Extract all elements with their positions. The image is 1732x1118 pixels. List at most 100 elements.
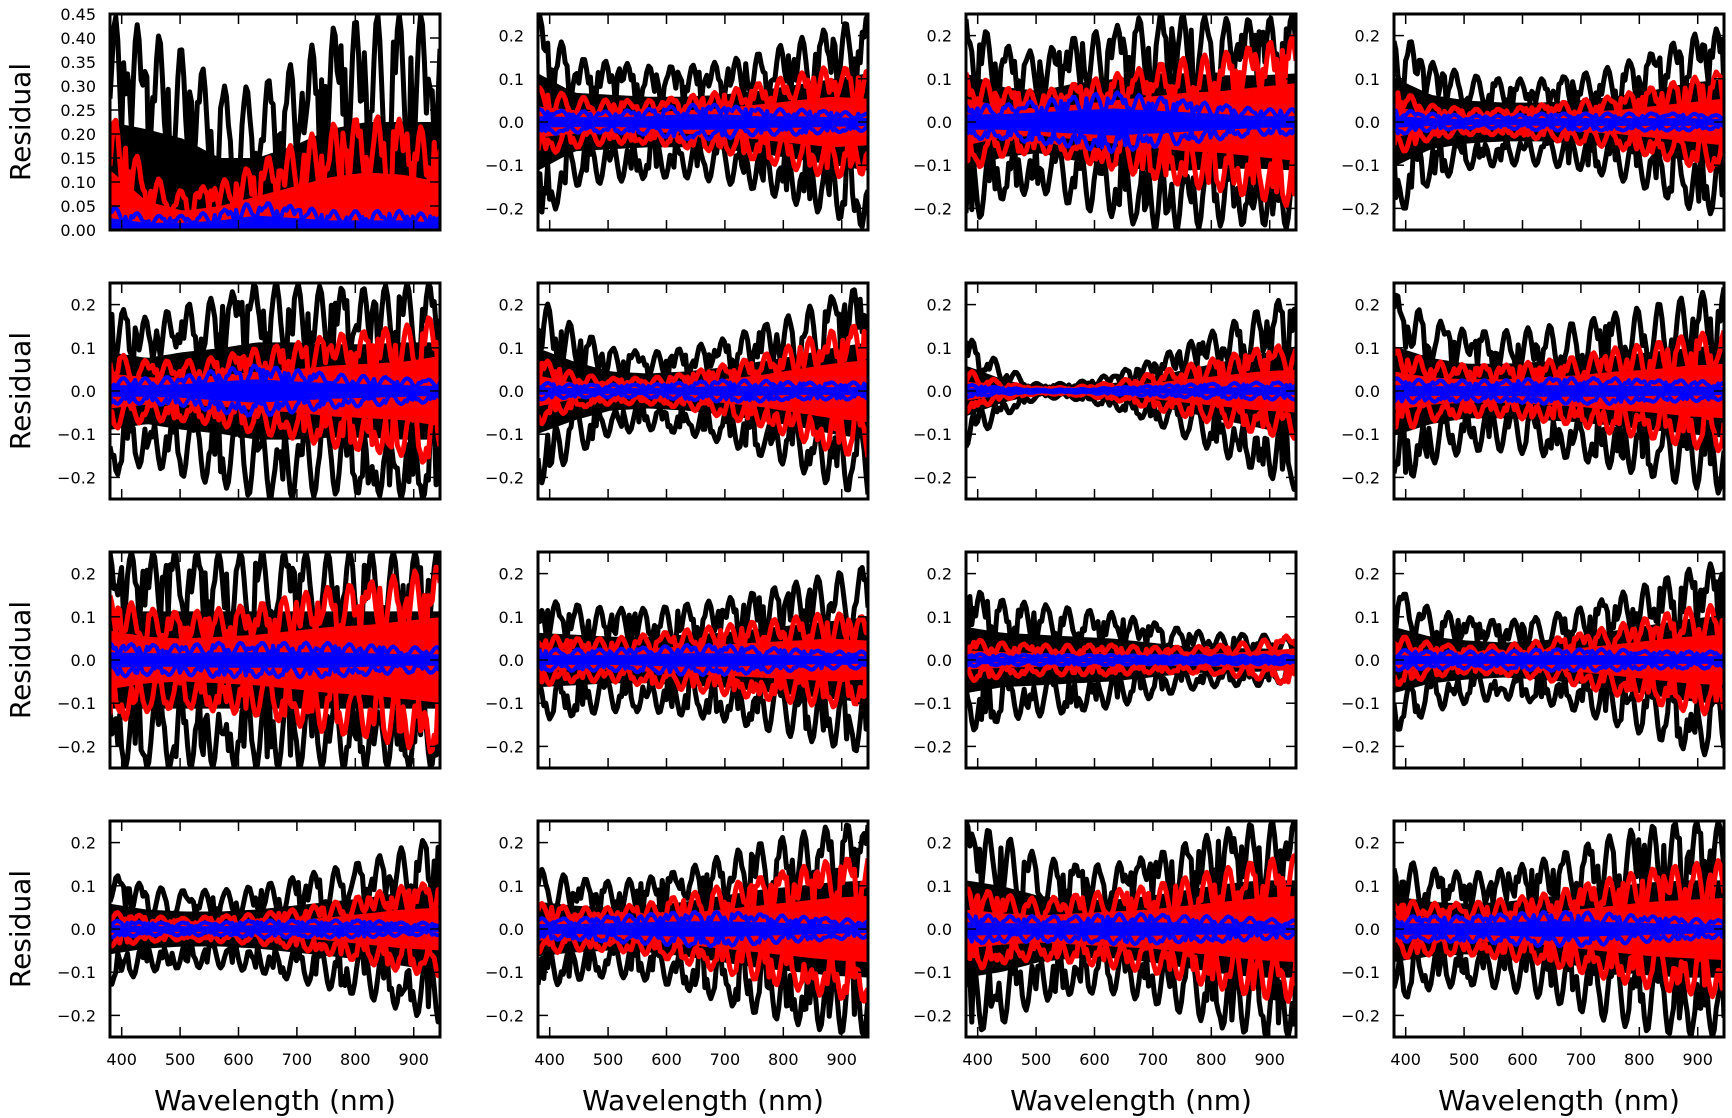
y-axis-title: Residual	[4, 63, 37, 181]
panel-r0-c3: −0.2 −0.1 0.0 0.1 0.2	[1341, 12, 1726, 232]
y-tick-label: 0.1	[499, 608, 524, 627]
series-blue-line	[966, 380, 1296, 393]
series-blue-line	[966, 652, 1296, 661]
y-tick-label: 0.05	[60, 197, 96, 216]
y-tick-label: 0.1	[927, 608, 952, 627]
x-tick-label: 500	[593, 1050, 624, 1069]
x-tick-label: 800	[340, 1050, 371, 1069]
series-black-line	[110, 838, 440, 922]
panel-r0-c2: −0.2 −0.1 0.0 0.1 0.2	[913, 12, 1298, 232]
x-axis-title: Wavelength (nm)	[154, 1084, 396, 1117]
y-tick-label: 0.2	[1355, 27, 1380, 46]
series-blue-line	[1394, 660, 1724, 673]
series-black-line	[1394, 941, 1724, 1037]
series-red-line	[1394, 330, 1724, 387]
y-tick-label: −0.2	[913, 1006, 952, 1025]
x-axis-title: Wavelength (nm)	[1010, 1084, 1252, 1117]
panel-frame	[108, 12, 442, 232]
y-tick-label: −0.2	[57, 737, 96, 756]
series-red-line	[538, 323, 868, 390]
y-tick-label: −0.1	[57, 963, 96, 982]
y-tick-label: 0.0	[71, 651, 96, 670]
series-red-line	[1394, 123, 1724, 174]
x-axis-title: Wavelength (nm)	[582, 1084, 824, 1117]
y-tick-label: 0.1	[499, 70, 524, 89]
y-tick-label: 0.2	[499, 27, 524, 46]
series-blue-band	[966, 108, 1296, 136]
x-tick-label: 600	[651, 1050, 682, 1069]
series-red-line	[538, 664, 868, 710]
y-tick-label: 0.0	[499, 651, 524, 670]
y-tick-label: 0.45	[60, 5, 96, 24]
y-tick-label: −0.2	[485, 199, 524, 218]
series-red-line	[966, 128, 1296, 209]
panel-r2-c1: −0.2 −0.1 0.0 0.1 0.2	[485, 550, 870, 770]
series-black-line	[1394, 26, 1724, 112]
series-red-line	[110, 671, 440, 755]
y-tick-label: 0.0	[499, 113, 524, 132]
series-red-line	[110, 114, 440, 222]
panel-r2-c0: −0.2 −0.1 0.0 0.1 0.2 Residual	[4, 550, 442, 770]
y-tick-label: 0.1	[71, 608, 96, 627]
series-red-line	[966, 660, 1296, 686]
y-tick-label: 0.0	[1355, 382, 1380, 401]
x-tick-label: 700	[282, 1050, 313, 1069]
series-blue-line	[538, 378, 868, 392]
y-tick-label: 0.10	[60, 173, 96, 192]
y-tick-label: 0.1	[1355, 70, 1380, 89]
y-tick-label: 0.2	[927, 27, 952, 46]
x-tick-label: 700	[710, 1050, 741, 1069]
series-blue-line	[538, 122, 868, 142]
series-blue-line	[110, 918, 440, 930]
series-blue-line	[1394, 121, 1724, 136]
y-tick-label: 0.2	[71, 565, 96, 584]
x-tick-label: 500	[165, 1050, 196, 1069]
x-tick-label: 600	[223, 1050, 254, 1069]
series-black-line	[966, 943, 1296, 1037]
x-tick-label: 400	[962, 1050, 993, 1069]
y-tick-label: −0.1	[485, 156, 524, 175]
y-tick-label: −0.1	[1341, 694, 1380, 713]
y-tick-label: 0.1	[499, 877, 524, 896]
series-black-line	[1394, 132, 1724, 217]
y-tick-label: −0.2	[913, 468, 952, 487]
series-blue-line	[966, 929, 1296, 947]
x-tick-label: 500	[1021, 1050, 1052, 1069]
y-tick-label: −0.2	[1341, 737, 1380, 756]
x-tick-label: 700	[1566, 1050, 1597, 1069]
y-tick-label: −0.2	[913, 199, 952, 218]
series-blue-line	[1394, 108, 1724, 123]
x-tick-label: 600	[1079, 1050, 1110, 1069]
y-tick-label: 0.25	[60, 101, 96, 120]
y-tick-label: −0.2	[57, 1006, 96, 1025]
y-tick-label: 0.35	[60, 53, 96, 72]
y-tick-label: 0.1	[499, 339, 524, 358]
y-tick-label: 0.0	[71, 382, 96, 401]
series-black-line	[966, 297, 1296, 392]
series-blue-line	[110, 661, 440, 680]
panel-r0-c0: 0.00 0.05 0.10 0.15 0.20 0.25 0.30 0.35 0.40 0.45…	[4, 5, 442, 240]
series-blue-line	[966, 124, 1296, 155]
y-tick-label: −0.2	[485, 737, 524, 756]
x-tick-label: 800	[1196, 1050, 1227, 1069]
y-tick-label: −0.1	[913, 694, 952, 713]
panel-r1-c1: −0.2 −0.1 0.0 0.1 0.2	[485, 281, 870, 501]
series-blue-band	[1394, 116, 1724, 128]
panel-r3-c0: −0.2 −0.1 0.0 0.1 0.2 400 500 600 700 800 900 Resid…	[4, 819, 442, 1117]
series-blue-band	[538, 114, 868, 130]
series-black-line	[538, 400, 868, 495]
y-tick-label: 0.0	[927, 113, 952, 132]
y-tick-label: 0.0	[499, 382, 524, 401]
y-tick-label: 0.1	[927, 339, 952, 358]
x-tick-label: 900	[1254, 1050, 1285, 1069]
y-tick-label: −0.1	[485, 425, 524, 444]
series-black-line	[1394, 407, 1724, 496]
y-tick-label: 0.1	[71, 877, 96, 896]
panel-r3-c1: −0.2 −0.1 0.0 0.1 0.2 400 500 600 700 800 900Wavel…	[485, 819, 870, 1117]
y-tick-label: 0.30	[60, 77, 96, 96]
series-red-line	[1394, 933, 1724, 1000]
series-blue-band	[966, 657, 1296, 663]
x-tick-label: 900	[826, 1050, 857, 1069]
series-blue-band	[110, 925, 440, 933]
